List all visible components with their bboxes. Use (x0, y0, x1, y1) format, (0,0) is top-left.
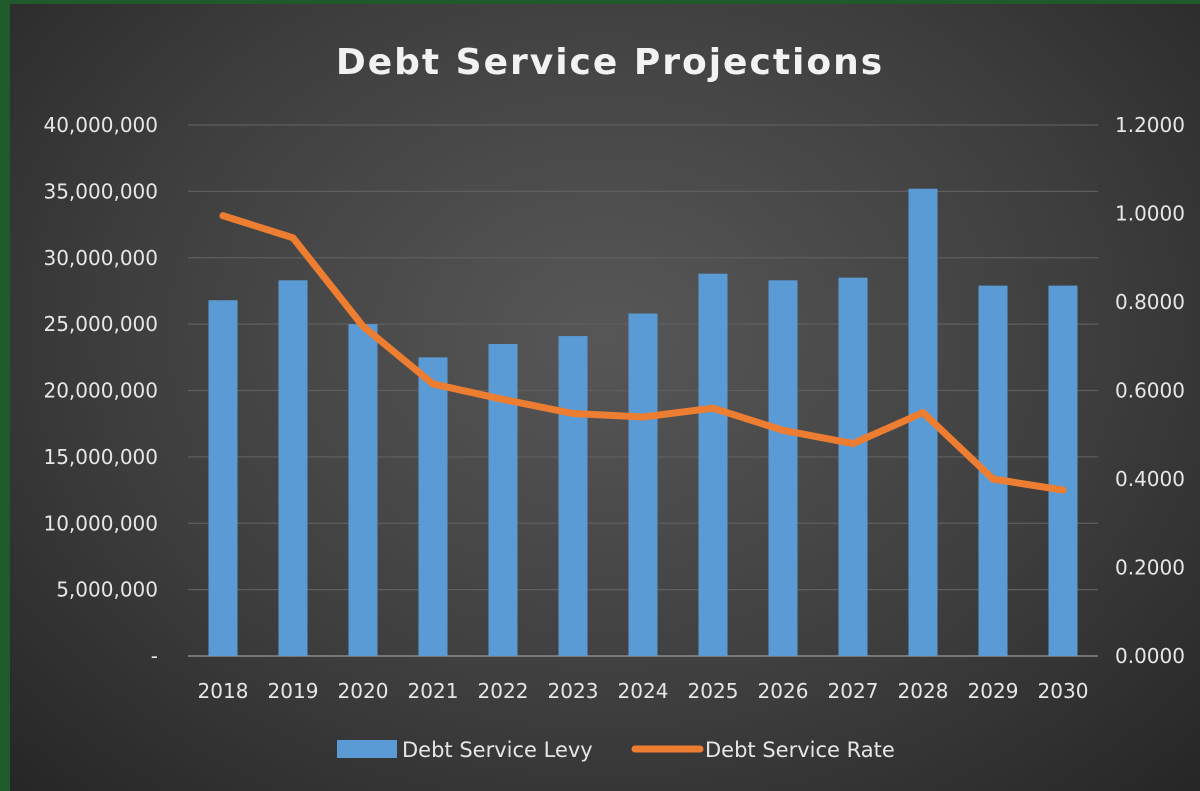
legend-swatch-levy (337, 740, 397, 758)
legend: Debt Service Levy Debt Service Rate (337, 738, 895, 762)
x-tick-label: 2022 (478, 679, 529, 703)
line-point (989, 475, 997, 483)
x-tick-label: 2023 (548, 679, 599, 703)
chart-frame: Debt Service Projections - 5,000,000 10,00… (10, 4, 1200, 791)
x-tick-label: 2027 (828, 679, 879, 703)
line-point (1059, 486, 1067, 494)
left-tick-label: 40,000,000 (43, 113, 158, 137)
line-point (639, 413, 647, 421)
right-tick-label: 1.2000 (1115, 113, 1185, 137)
right-y-axis: 0.0000 0.2000 0.4000 0.6000 0.8000 1.0000 1.20… (1115, 113, 1185, 668)
left-tick-label: 20,000,000 (43, 379, 158, 403)
x-tick-label: 2018 (198, 679, 249, 703)
right-tick-label: 0.0000 (1115, 644, 1185, 668)
bar (768, 280, 798, 656)
line-point (849, 440, 857, 448)
x-tick-label: 2025 (688, 679, 739, 703)
line-point (709, 404, 717, 412)
x-tick-label: 2028 (898, 679, 949, 703)
x-tick-label: 2019 (268, 679, 319, 703)
bar (838, 277, 868, 656)
bar (418, 357, 448, 656)
line-point (569, 410, 577, 418)
x-tick-label: 2029 (968, 679, 1019, 703)
bar-series-levy (208, 188, 1078, 656)
bar (558, 336, 588, 656)
bar (628, 313, 658, 656)
bar (1048, 285, 1078, 656)
x-tick-label: 2024 (618, 679, 669, 703)
left-tick-label: 35,000,000 (43, 179, 158, 203)
right-tick-label: 1.0000 (1115, 202, 1185, 226)
chart: Debt Service Projections - 5,000,000 10,00… (43, 42, 1185, 762)
line-point (429, 380, 437, 388)
x-tick-label: 2020 (338, 679, 389, 703)
bar (488, 344, 518, 656)
left-tick-label: 15,000,000 (43, 445, 158, 469)
x-tick-label: 2030 (1038, 679, 1089, 703)
line-point (499, 395, 507, 403)
left-tick-label: 30,000,000 (43, 246, 158, 270)
x-axis: 2018 2019 2020 2021 2022 2023 2024 2025 2026 2027… (198, 679, 1089, 703)
bar (208, 300, 238, 656)
line-series-rate (219, 212, 1067, 494)
left-tick-label: - (151, 644, 158, 668)
right-tick-label: 0.6000 (1115, 379, 1185, 403)
line-point (359, 322, 367, 330)
line-point (779, 426, 787, 434)
line-point (219, 212, 227, 220)
chart-title: Debt Service Projections (336, 42, 884, 83)
legend-label-levy: Debt Service Levy (402, 738, 593, 762)
bar (698, 273, 728, 656)
left-tick-label: 10,000,000 (43, 511, 158, 535)
left-tick-label: 25,000,000 (43, 312, 158, 336)
right-tick-label: 0.2000 (1115, 556, 1185, 580)
x-tick-label: 2026 (758, 679, 809, 703)
left-tick-label: 5,000,000 (56, 578, 158, 602)
right-tick-label: 0.4000 (1115, 467, 1185, 491)
bar (348, 324, 378, 656)
x-tick-label: 2021 (408, 679, 459, 703)
right-tick-label: 0.8000 (1115, 290, 1185, 314)
legend-label-rate: Debt Service Rate (705, 738, 895, 762)
bar (278, 280, 308, 656)
line-point (289, 234, 297, 242)
line-point (919, 409, 927, 417)
left-y-axis: - 5,000,000 10,000,000 15,000,000 20,000,000… (43, 113, 158, 668)
